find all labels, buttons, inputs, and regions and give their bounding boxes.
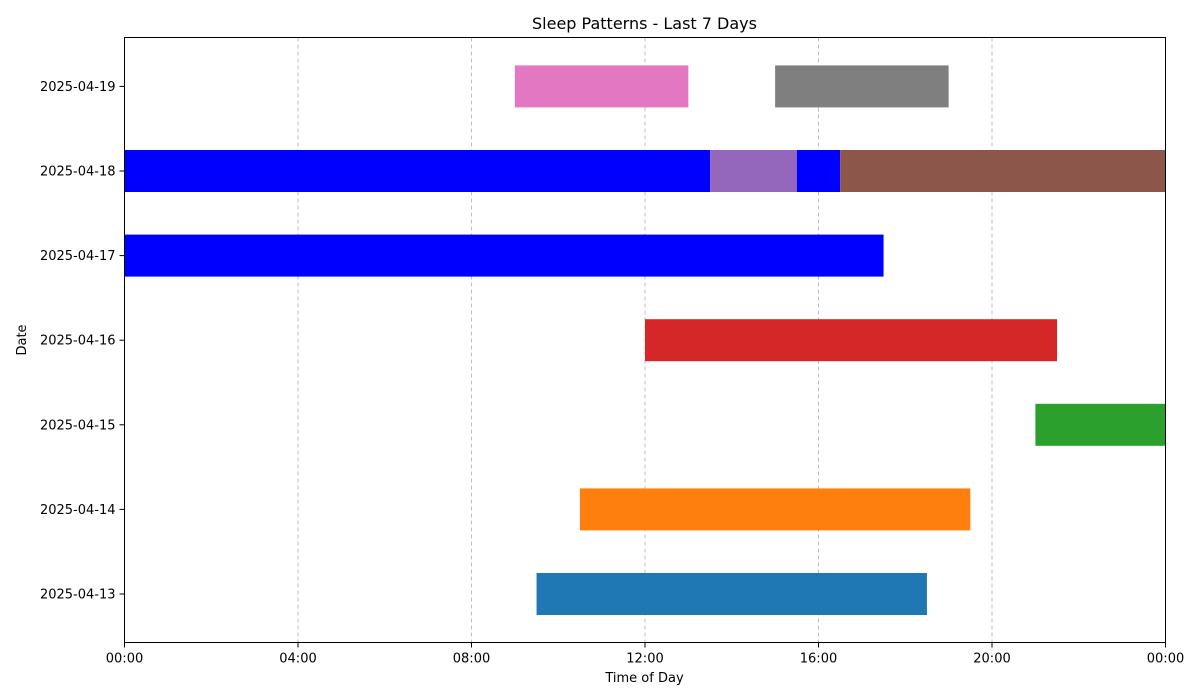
- sleep-bar: [579, 488, 971, 531]
- y-tick-label: 2025-04-16: [40, 334, 116, 349]
- y-tick-label: 2025-04-19: [40, 80, 116, 95]
- sleep-bar: [645, 319, 1058, 362]
- y-tick-label: 2025-04-14: [40, 503, 116, 518]
- sleep-bar: [710, 150, 797, 192]
- y-tick-label: 2025-04-13: [40, 588, 116, 603]
- sleep-bar: [514, 65, 689, 108]
- sleep-bar: [840, 150, 1166, 192]
- x-tick-label: 00:00: [1147, 652, 1184, 667]
- sleep-bar: [775, 65, 949, 108]
- sleep-bar: [536, 573, 927, 615]
- bars-group: [124, 65, 1166, 615]
- x-axis-ticks: 00:00 04:00 08:00 12:00 16:00 20:00 00:00: [106, 642, 1184, 667]
- x-axis-label: Time of Day: [604, 671, 684, 686]
- sleep-bar: [1035, 403, 1166, 446]
- x-tick-label: 20:00: [973, 652, 1010, 667]
- x-tick-label: 04:00: [279, 652, 316, 667]
- x-tick-label: 12:00: [626, 652, 663, 667]
- y-tick-label: 2025-04-15: [40, 418, 116, 433]
- y-axis-ticks: 2025-04-13 2025-04-14 2025-04-15 2025-04-16…: [40, 80, 125, 603]
- chart-title: Sleep Patterns - Last 7 Days: [532, 14, 757, 33]
- y-axis-label: Date: [15, 324, 30, 355]
- x-tick-label: 08:00: [453, 652, 490, 667]
- sleep-bar: [796, 150, 841, 192]
- sleep-bar: [124, 150, 711, 192]
- sleep-bar: [124, 234, 884, 277]
- y-tick-label: 2025-04-17: [40, 249, 116, 264]
- x-tick-label: 00:00: [106, 652, 143, 667]
- x-tick-label: 16:00: [800, 652, 837, 667]
- y-tick-label: 2025-04-18: [40, 165, 116, 180]
